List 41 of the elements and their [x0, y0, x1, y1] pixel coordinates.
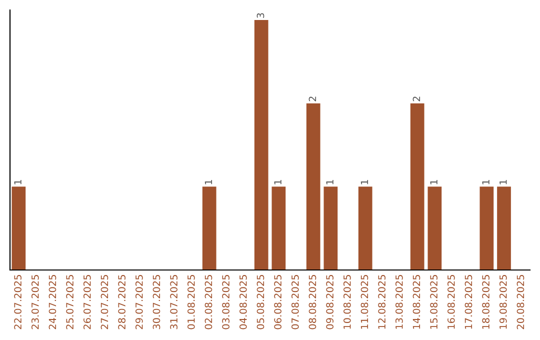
- x-tick-label: 10.08.2025: [343, 275, 351, 329]
- x-tick-label: 08.08.2025: [308, 275, 316, 330]
- x-tick-label: 30.07.2025: [152, 275, 160, 330]
- x-tick-label: 13.08.2025: [395, 275, 403, 329]
- x-tick-label: 03.08.2025: [222, 275, 230, 330]
- x-tick-label: 11.08.2025: [360, 275, 368, 329]
- data-label: 1: [430, 180, 438, 184]
- x-tick-label: 02.08.2025: [204, 275, 212, 330]
- x-tick-label: 27.07.2025: [100, 275, 108, 330]
- data-label: 3: [256, 13, 264, 18]
- x-tick-label: 12.08.2025: [378, 275, 386, 329]
- data-label: 1: [482, 180, 490, 184]
- data-label: 1: [274, 180, 282, 184]
- x-tick-label: 25.07.2025: [66, 275, 74, 330]
- x-tick-label: 09.08.2025: [326, 275, 334, 330]
- data-label: 1: [204, 180, 212, 184]
- x-tick-label: 23.07.2025: [31, 275, 39, 330]
- data-label: 2: [412, 96, 420, 102]
- x-tick-label: 07.08.2025: [291, 275, 299, 330]
- x-tick-label: 06.08.2025: [274, 275, 282, 330]
- x-tick-label: 15.08.2025: [430, 275, 438, 329]
- data-label: 2: [308, 96, 316, 102]
- x-tick-label: 20.08.2025: [516, 275, 524, 330]
- data-label: 1: [326, 180, 334, 184]
- data-label: 1: [14, 180, 22, 184]
- x-tick-label: 16.08.2025: [447, 275, 455, 329]
- x-tick-label: 14.08.2025: [412, 275, 420, 329]
- x-tick-label: 01.08.2025: [187, 275, 195, 330]
- x-tick-label: 05.08.2025: [256, 275, 264, 330]
- x-tick-label: 18.08.2025: [482, 275, 490, 329]
- x-tick-label: 19.08.2025: [499, 275, 507, 329]
- x-tick-label: 28.07.2025: [118, 275, 126, 330]
- x-tick-label: 22.07.2025: [14, 275, 22, 330]
- x-tick-label: 29.07.2025: [135, 275, 143, 330]
- x-tick-label: 31.07.2025: [170, 275, 178, 330]
- data-label: 1: [500, 180, 507, 184]
- x-tick-label: 17.08.2025: [464, 275, 472, 329]
- x-tick-label: 04.08.2025: [239, 275, 247, 330]
- data-label: 1: [360, 180, 368, 184]
- x-tick-label: 24.07.2025: [48, 275, 56, 330]
- x-tick-label: 26.07.2025: [83, 275, 91, 330]
